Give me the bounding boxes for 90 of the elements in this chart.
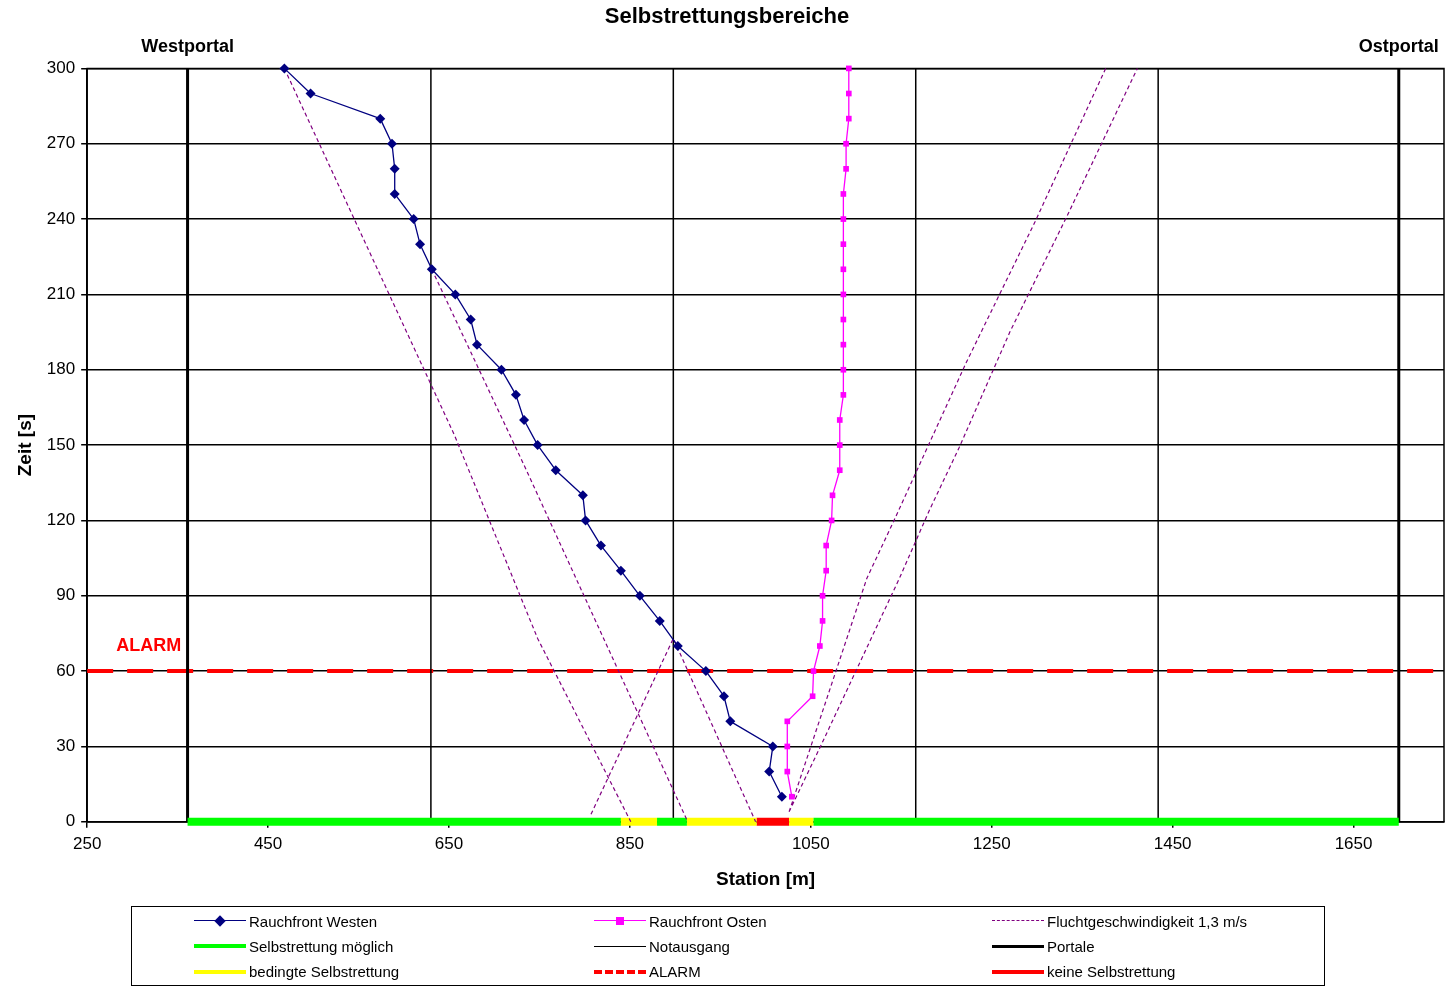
y-tick-label: 0 [65,811,76,831]
y-tick-label: 90 [56,585,76,605]
x-tick-label: 1050 [791,833,830,853]
point [519,414,530,425]
point [767,741,778,752]
point [843,140,849,147]
y-tick-label: 120 [46,510,76,530]
point [823,542,830,549]
x-tick-label: 850 [615,833,645,853]
x-tick-label: 1250 [972,833,1011,853]
point [840,241,847,248]
legend-label: Rauchfront Westen [249,912,378,930]
point [840,216,847,222]
point [840,266,847,273]
x-tick-label: 1450 [1153,833,1192,853]
point [840,366,847,373]
y-tick-label: 60 [56,660,76,680]
point [784,768,791,775]
point [819,592,826,599]
y-tick-label: 300 [46,58,76,78]
point [532,440,543,451]
point [776,791,787,802]
point [784,718,791,725]
point [305,88,316,99]
y-tick-label: 240 [46,208,76,228]
chart-title: Selbstrettungsbereiche [604,3,850,29]
point [836,442,843,448]
point [577,490,588,501]
annotation: ALARM [116,635,182,656]
annotation: Ostportal [1358,36,1439,57]
point [415,239,426,250]
point [375,113,386,124]
point [510,389,521,400]
x-tick-label: 1650 [1334,833,1373,853]
point [408,214,419,225]
legend-label: ALARM [649,963,701,981]
point [634,590,645,601]
point [840,392,847,398]
point [718,691,729,702]
point [389,163,400,174]
point [387,138,397,149]
legend-label: Portale [1047,937,1095,955]
point [823,567,830,574]
point [843,166,849,172]
point [809,693,816,700]
y-tick-label: 180 [46,359,76,379]
point [389,188,400,199]
point [654,615,665,626]
x-tick-label: 650 [434,833,464,853]
legend-label: Fluchtgeschwindigkeit 1,3 m/s [1047,912,1248,930]
legend-label: keine Selbstrettung [1047,963,1176,981]
y-tick-label: 270 [46,133,76,153]
point [279,63,290,74]
point [810,668,817,674]
x-tick-label: 250 [72,833,102,853]
y-tick-label: 30 [56,736,76,756]
point [840,191,847,197]
point [819,618,826,624]
point [764,766,775,777]
point [450,289,461,300]
point [845,65,852,72]
legend-label: Selbstrettung möglich [249,937,394,955]
point [465,314,476,325]
point [817,643,823,649]
point [672,641,683,652]
y-axis-title: Zeit [s] [13,413,35,477]
point [580,515,591,526]
point [472,339,483,350]
point [788,793,795,800]
point [845,115,852,122]
point [836,467,843,474]
legend-label: Notausgang [649,937,730,955]
point [426,264,437,275]
point [550,465,561,476]
legend-label: Rauchfront Osten [649,912,767,930]
legend-label: bedingte Selbstrettung [249,963,400,981]
point [829,492,836,499]
point [595,540,606,551]
point [784,743,791,750]
point [700,666,711,677]
annotation: Westportal [141,36,234,57]
y-tick-label: 150 [46,434,76,454]
point [725,716,736,727]
x-tick-label: 450 [253,833,283,853]
point [615,565,626,576]
y-tick-label: 210 [46,284,76,304]
point [836,417,843,423]
point [845,90,852,97]
x-axis-title: Station [m] [715,867,816,889]
point [496,364,507,375]
